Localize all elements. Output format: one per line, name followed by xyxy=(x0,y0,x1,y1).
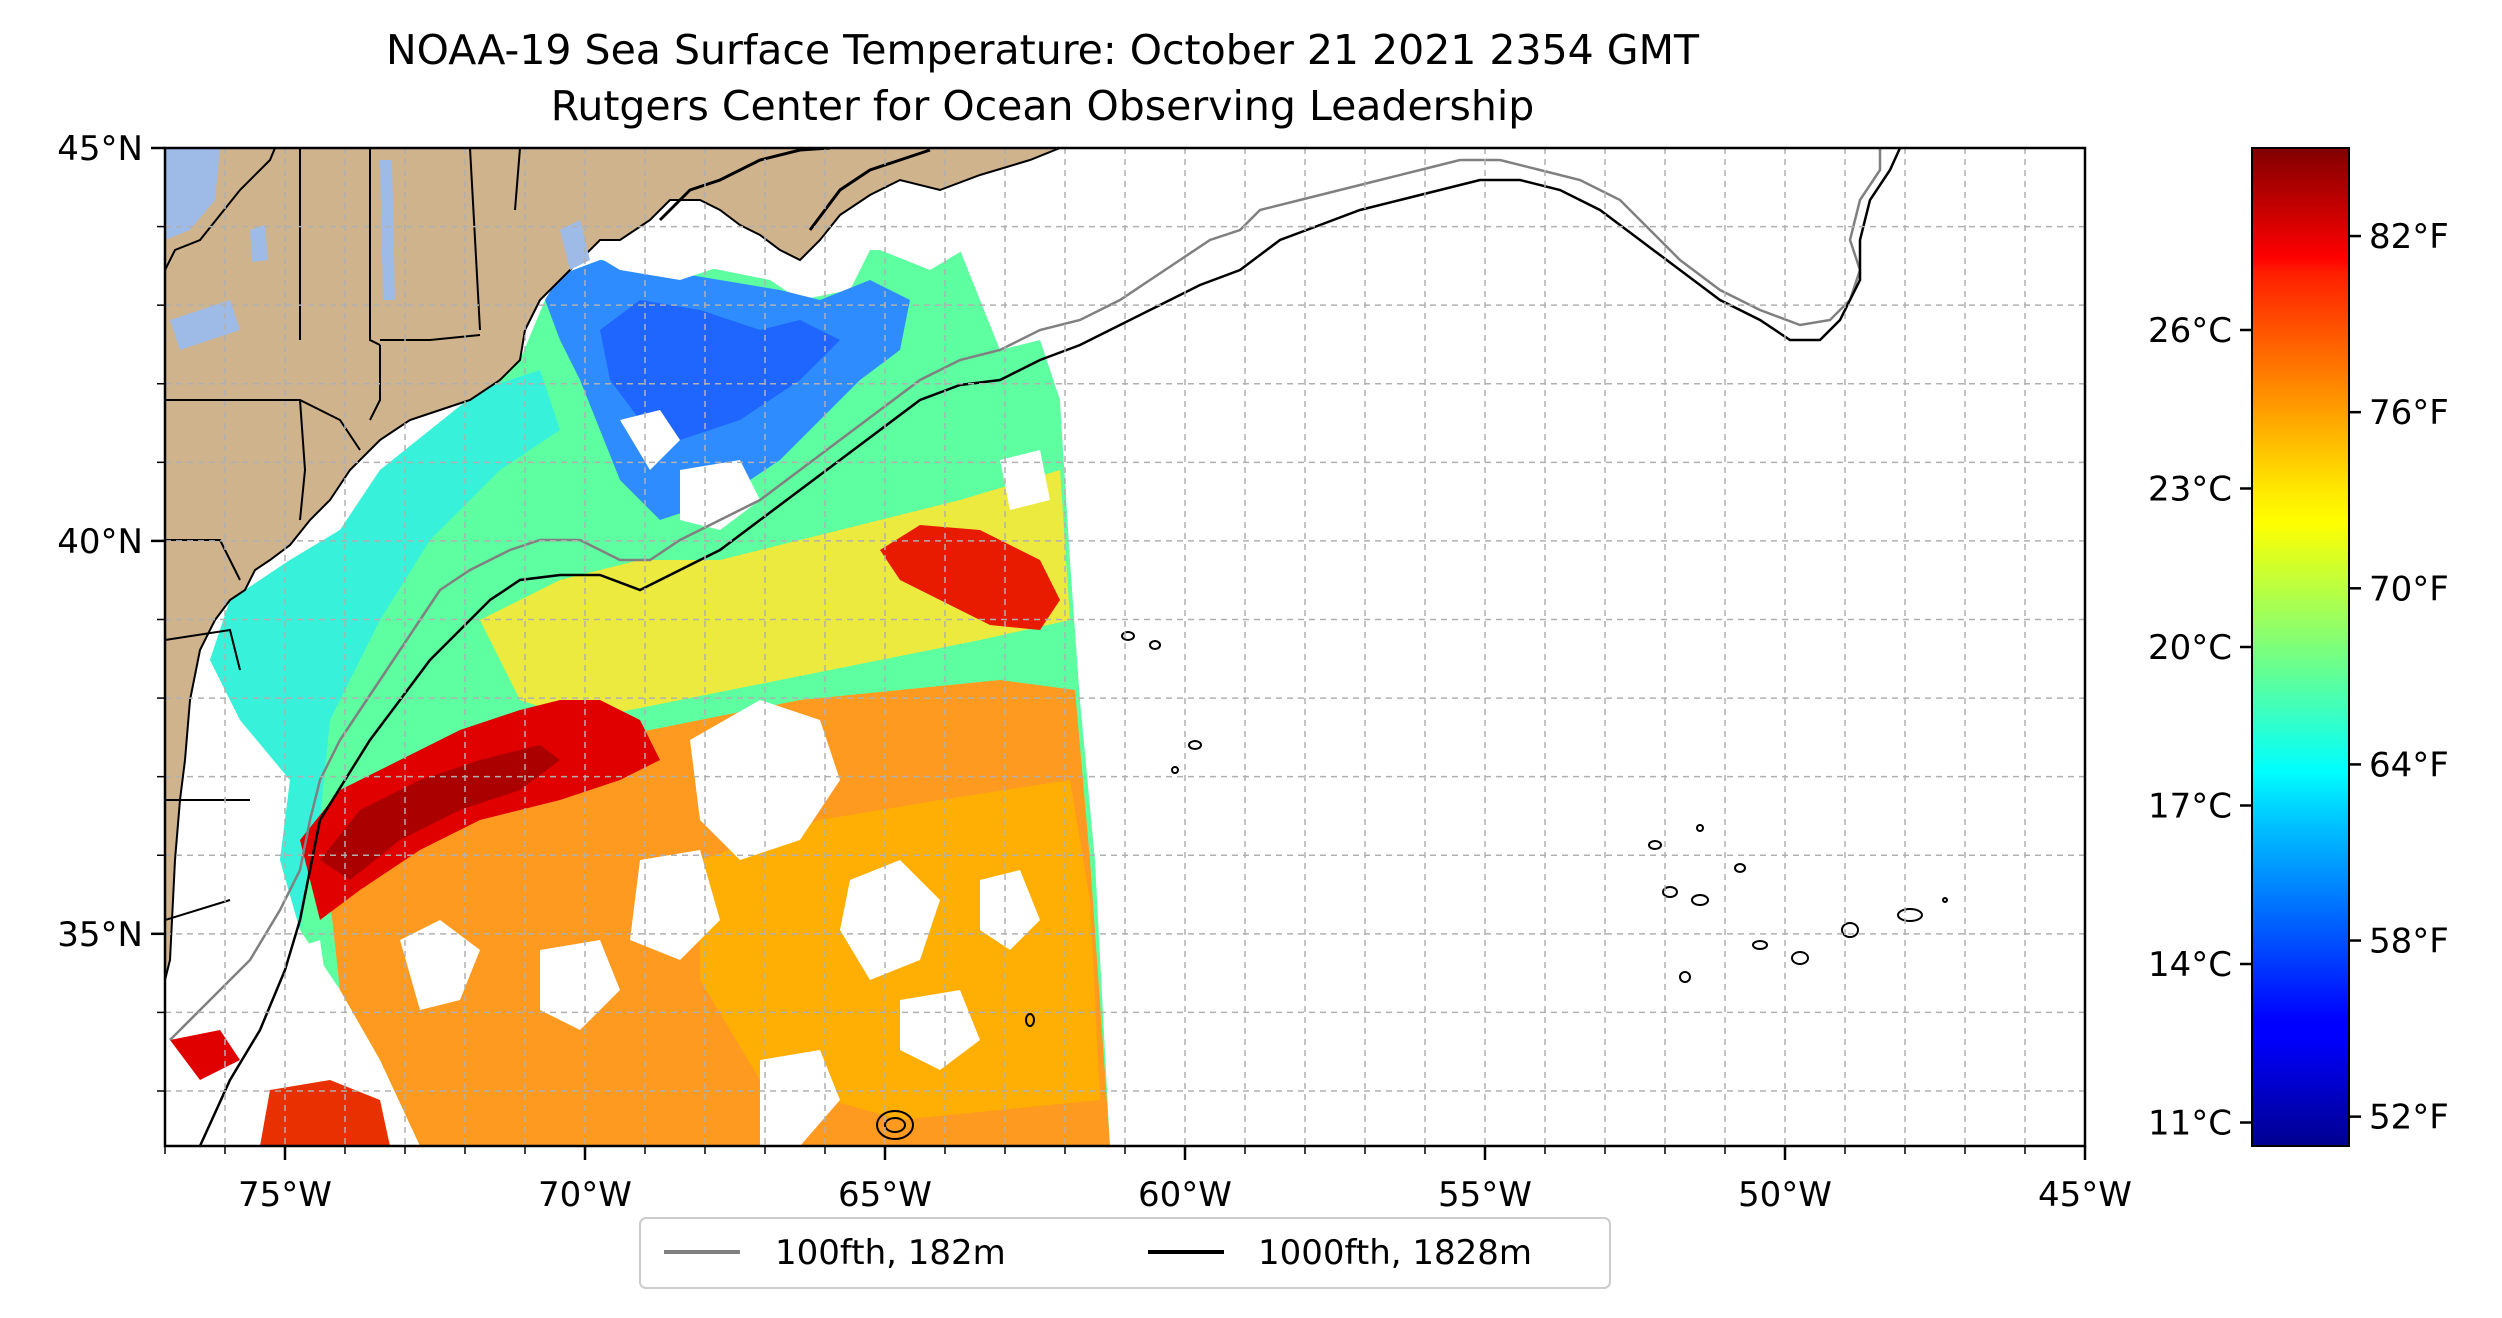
sst-imagery xyxy=(170,148,2085,1146)
x-tick-label: 60°W xyxy=(1138,1175,1232,1215)
x-tick-label: 75°W xyxy=(238,1175,332,1215)
colorbar-fahrenheit-axis: 52°F 58°F 64°F 70°F 76°F 82°F xyxy=(2349,217,2449,1138)
land xyxy=(165,148,1061,981)
colorbar: 52°F 58°F 64°F 70°F 76°F 82°F 11°C 14°C 17°C 20°… xyxy=(2148,147,2449,1147)
x-tick-label: 65°W xyxy=(838,1175,932,1215)
legend-box xyxy=(639,1217,1611,1289)
y-axis: 35°N 40°N 45°N xyxy=(57,129,165,1092)
legend-label-100fth: 100fth, 182m xyxy=(775,1233,1006,1273)
coastlines xyxy=(658,148,931,231)
y-tick-label: 45°N xyxy=(57,129,143,169)
chart-title: NOAA-19 Sea Surface Temperature: October… xyxy=(385,26,1699,74)
lakes xyxy=(165,148,590,350)
colorbar-c-label: 14°C xyxy=(2148,945,2232,985)
legend: 100fth, 182m 1000fth, 1828m xyxy=(639,1217,1611,1289)
grid-lines xyxy=(165,148,2085,1146)
colorbar-f-label: 82°F xyxy=(2369,217,2449,257)
colorbar-c-label: 23°C xyxy=(2148,469,2232,509)
y-tick-label: 35°N xyxy=(57,915,143,955)
x-tick-label: 50°W xyxy=(1738,1175,1832,1215)
seamount-outlines xyxy=(876,631,1948,1140)
x-tick-label: 45°W xyxy=(2038,1175,2132,1215)
y-tick-label: 40°N xyxy=(57,522,143,562)
x-tick-label: 70°W xyxy=(538,1175,632,1215)
colorbar-f-label: 76°F xyxy=(2369,393,2449,433)
isobath-100fth xyxy=(169,148,1882,1041)
legend-label-1000fth: 1000fth, 1828m xyxy=(1258,1233,1532,1273)
colorbar-c-label: 26°C xyxy=(2148,311,2232,351)
colorbar-gradient xyxy=(2251,147,2350,1147)
x-axis: 75°W 70°W 65°W 60°W 55°W 50°W 45°W xyxy=(164,1146,2132,1215)
colorbar-c-label: 17°C xyxy=(2148,787,2232,827)
colorbar-celsius-axis: 11°C 14°C 17°C 20°C 23°C 26°C xyxy=(2148,311,2252,1144)
isobath-1000fth xyxy=(198,148,1902,1146)
colorbar-c-label: 11°C xyxy=(2148,1104,2232,1144)
x-tick-label: 55°W xyxy=(1438,1175,1532,1215)
colorbar-f-label: 52°F xyxy=(2369,1098,2449,1138)
colorbar-f-label: 58°F xyxy=(2369,922,2449,962)
colorbar-f-label: 70°F xyxy=(2369,569,2449,609)
colorbar-f-label: 64°F xyxy=(2369,745,2449,785)
chart-subtitle: Rutgers Center for Ocean Observing Leade… xyxy=(550,82,1535,130)
colorbar-c-label: 20°C xyxy=(2148,628,2232,668)
state-borders xyxy=(165,148,521,921)
